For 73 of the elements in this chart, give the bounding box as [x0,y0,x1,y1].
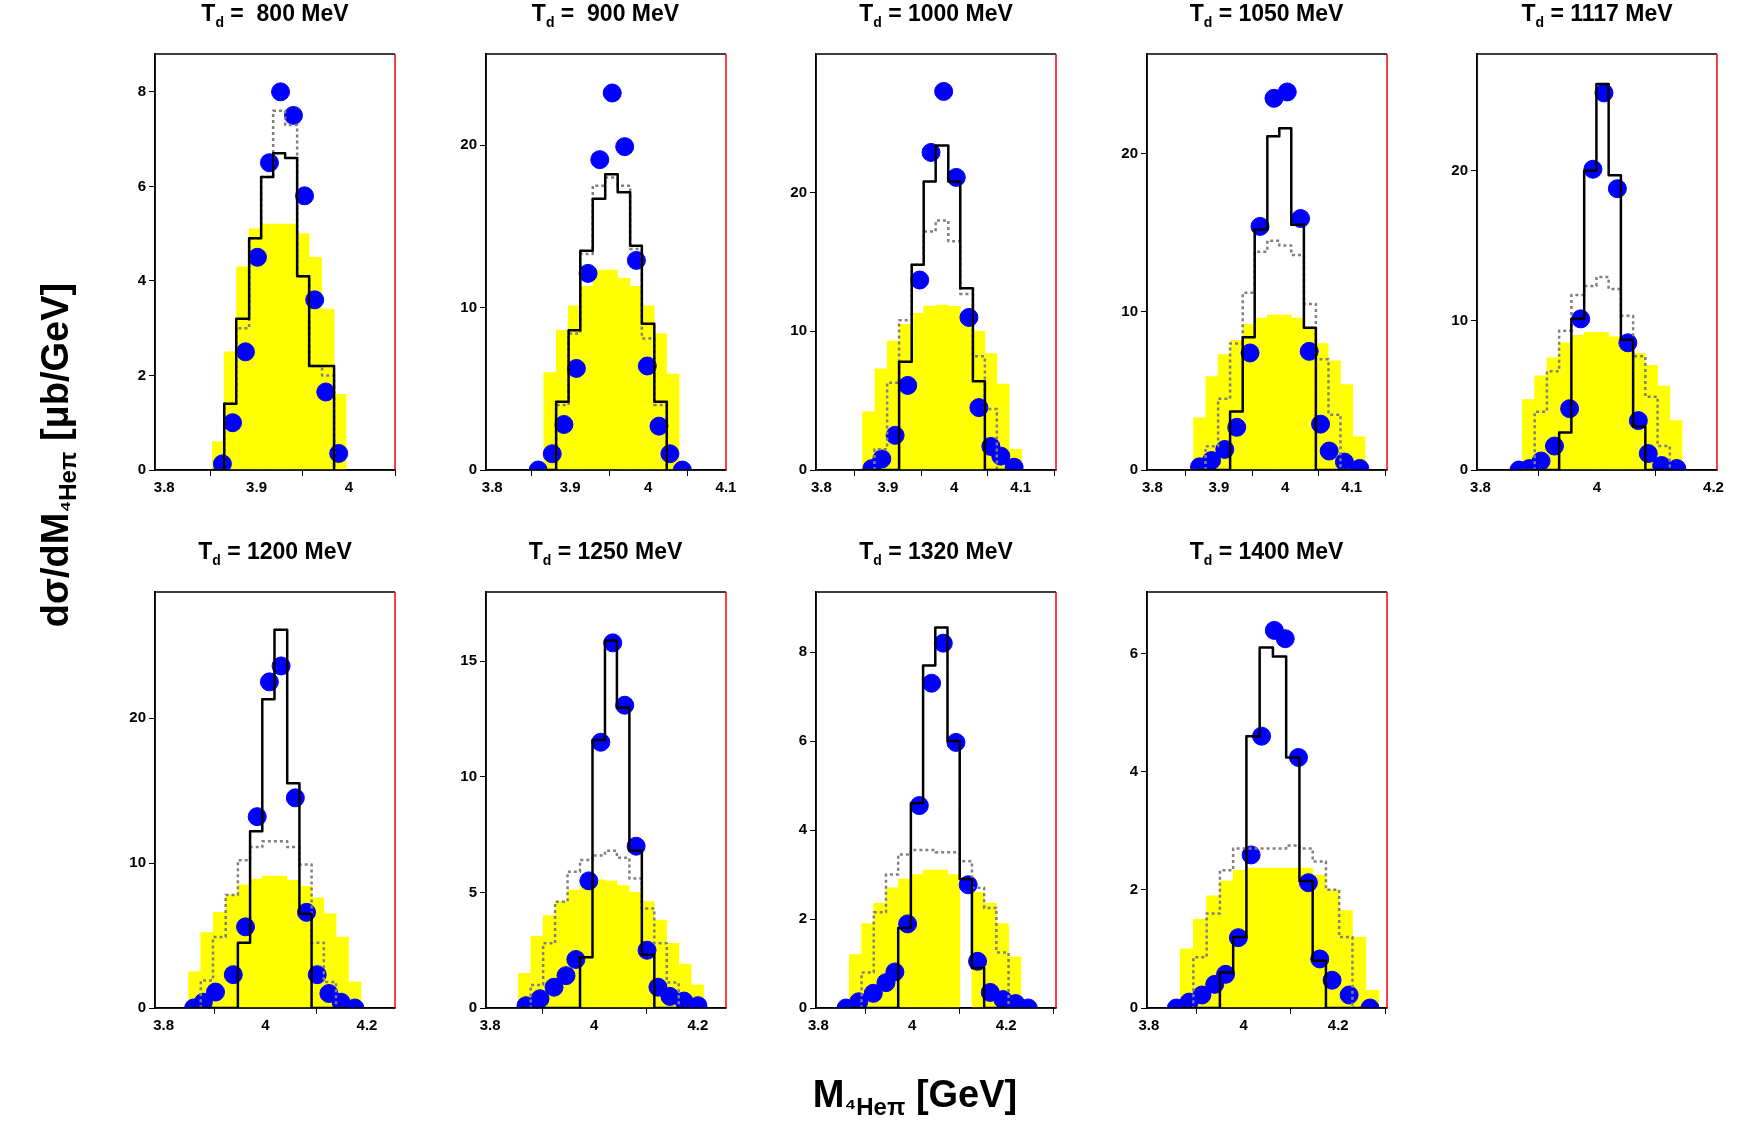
x-tick-label: 4.1 [1010,478,1032,496]
x-tick-label: 3.8 [481,478,503,496]
x-tick-label: 4 [589,1016,599,1034]
y-tick-label: 10 [790,321,807,339]
chart-title: T$_{d}$ = 1000 MeV [858,0,1014,30]
chart-title: T$_{d}$ = 1050 MeV [1188,0,1345,30]
chart-title: T$_{d}$ = 900 MeV [530,0,681,30]
x-tick-label: 4.2 [995,1016,1017,1034]
x-tick-label: 3.8 [1141,478,1163,496]
x-tick-label: 3.9 [559,478,581,496]
chart-title: T$_{d}$ = 1117 MeV [1520,0,1674,30]
y-tick-label: 6 [137,176,146,194]
x-tick-label: 3.8 [1470,478,1491,496]
y-tick-label: 15 [459,651,477,669]
x-tick-label: 4 [643,478,653,496]
y-tick-label: 8 [798,642,807,660]
x-tick-label: 4.2 [687,1016,708,1034]
y-tick-label: 0 [468,460,477,478]
y-tick-label: 2 [798,909,807,927]
y-tick-label: 0 [798,460,807,478]
x-tick-label: 4 [1280,478,1290,496]
chart-title: T$_{d}$ = 1320 MeV [858,538,1014,568]
y-tick-label: 10 [1120,301,1138,319]
y-tick-label: 0 [137,998,146,1016]
y-tick-label: 10 [459,767,477,785]
y-tick-label: 0 [137,460,146,478]
chart-title: T$_{d}$ = 1250 MeV [527,538,684,568]
y-tick-label: 0 [1129,998,1138,1016]
y-tick-label: 10 [1451,310,1468,328]
y-tick-label: 10 [459,297,477,315]
x-tick-label: 4.2 [1703,478,1724,496]
x-tick-label: 4.2 [1327,1016,1349,1034]
y-tick-label: 20 [129,708,146,726]
x-tick-label: 3.8 [153,1016,175,1034]
x-tick-label: 4 [344,478,354,496]
y-tick-label: 20 [1120,143,1138,161]
y-tick-label: 8 [137,81,146,99]
y-tick-label: 4 [137,271,147,289]
x-tick-label: 4.1 [1340,478,1362,496]
y-tick-label: 2 [1129,879,1138,897]
y-tick-label: 4 [798,820,808,838]
x-axis-title: M$_{⁴Heπ}$ [GeV] [812,1072,1018,1122]
y-tick-label: 20 [1451,160,1468,178]
x-tick-label: 4 [1238,1016,1248,1034]
x-tick-label: 4 [908,1016,918,1034]
x-tick-label: 3.9 [877,478,899,496]
x-tick-label: 4.2 [356,1016,378,1034]
chart-title: T$_{d}$ = 1200 MeV [197,538,353,568]
y-tick-label: 6 [1129,643,1138,661]
y-tick-label: 0 [1459,460,1468,478]
x-tick-label: 3.8 [153,478,175,496]
x-tick-label: 3.8 [807,1016,829,1034]
y-tick-label: 0 [468,998,477,1016]
x-tick-label: 4.1 [715,478,736,496]
x-tick-label: 4 [950,478,960,496]
x-tick-label: 3.8 [1137,1016,1159,1034]
x-tick-label: 4 [1592,478,1602,496]
y-tick-label: 20 [459,135,477,153]
x-tick-label: 3.8 [810,478,832,496]
chart-title: T$_{d}$ = 1400 MeV [1188,538,1345,568]
y-tick-label: 0 [1129,460,1138,478]
y-tick-label: 2 [137,365,146,383]
x-tick-label: 3.9 [246,478,267,496]
y-tick-label: 6 [798,731,807,749]
y-tick-label: 5 [468,882,477,900]
y-tick-label: 10 [129,853,146,871]
x-tick-label: 3.9 [1207,478,1229,496]
y-tick-label: 4 [1129,761,1139,779]
y-tick-label: 0 [798,998,807,1016]
chart-title: T$_{d}$ = 800 MeV [200,0,350,30]
x-tick-label: 3.8 [479,1016,501,1034]
x-tick-label: 4 [261,1016,271,1034]
y-tick-label: 20 [790,182,807,200]
